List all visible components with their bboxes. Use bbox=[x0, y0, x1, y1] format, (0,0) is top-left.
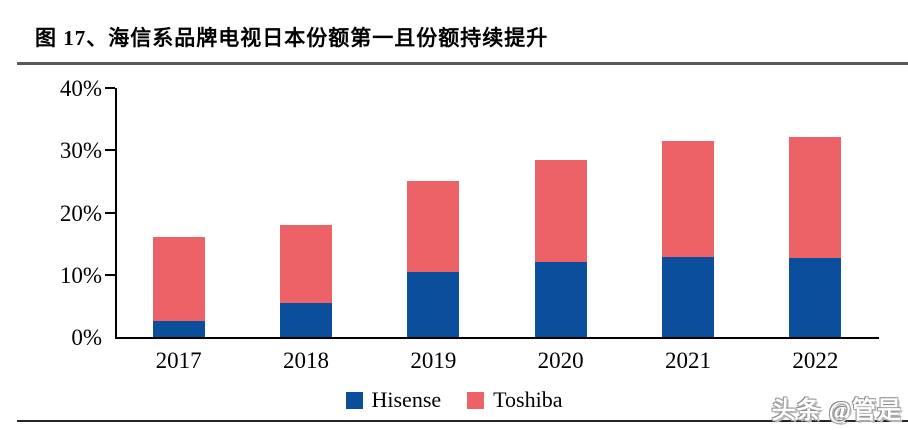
y-axis-tick bbox=[105, 273, 115, 276]
bar-toshiba-2017 bbox=[152, 237, 205, 322]
watermark-text: 头条 @管是 bbox=[771, 398, 902, 424]
y-axis-label: 40% bbox=[59, 76, 102, 101]
bar-hisense-2020 bbox=[534, 262, 587, 337]
bar-toshiba-2019 bbox=[407, 181, 460, 272]
title-separator-line bbox=[17, 62, 908, 65]
legend-swatch-hisense bbox=[345, 391, 363, 409]
bar-hisense-2018 bbox=[280, 302, 332, 337]
bar-toshiba-2018 bbox=[280, 224, 332, 303]
bar-hisense-2021 bbox=[662, 257, 714, 337]
x-axis-label-2017: 2017 bbox=[155, 348, 202, 373]
x-axis-label-2020: 2020 bbox=[537, 348, 584, 373]
y-axis-tick bbox=[105, 149, 115, 152]
legend-swatch-toshiba bbox=[467, 391, 485, 409]
y-axis-label: 30% bbox=[59, 138, 102, 164]
y-axis-tick bbox=[105, 87, 115, 89]
bar-hisense-2022 bbox=[789, 257, 842, 337]
y-axis-line bbox=[115, 88, 117, 339]
x-axis-label-2021: 2021 bbox=[665, 348, 711, 373]
legend-item-hisense: Hisense bbox=[345, 387, 442, 412]
y-axis-tick bbox=[105, 211, 115, 214]
bottom-border-line bbox=[17, 420, 908, 422]
x-axis-label-2018: 2018 bbox=[283, 348, 329, 373]
legend-label-hisense: Hisense bbox=[371, 387, 442, 412]
x-axis-label-2019: 2019 bbox=[410, 348, 457, 373]
legend-label-toshiba: Toshiba bbox=[493, 387, 563, 412]
bar-toshiba-2022 bbox=[789, 137, 842, 258]
figure-title: 图 17、海信系品牌电视日本份额第一且份额持续提升 bbox=[35, 26, 549, 50]
bar-toshiba-2020 bbox=[534, 159, 587, 263]
x-axis-line bbox=[115, 337, 879, 339]
bar-toshiba-2021 bbox=[662, 140, 714, 258]
x-axis-label-2022: 2022 bbox=[792, 348, 839, 373]
y-axis-label: 0% bbox=[71, 325, 102, 350]
y-axis-label: 10% bbox=[59, 262, 102, 288]
y-axis-label: 20% bbox=[59, 200, 102, 226]
legend-item-toshiba: Toshiba bbox=[467, 387, 563, 412]
bar-hisense-2019 bbox=[407, 271, 460, 337]
bar-hisense-2017 bbox=[152, 321, 205, 337]
